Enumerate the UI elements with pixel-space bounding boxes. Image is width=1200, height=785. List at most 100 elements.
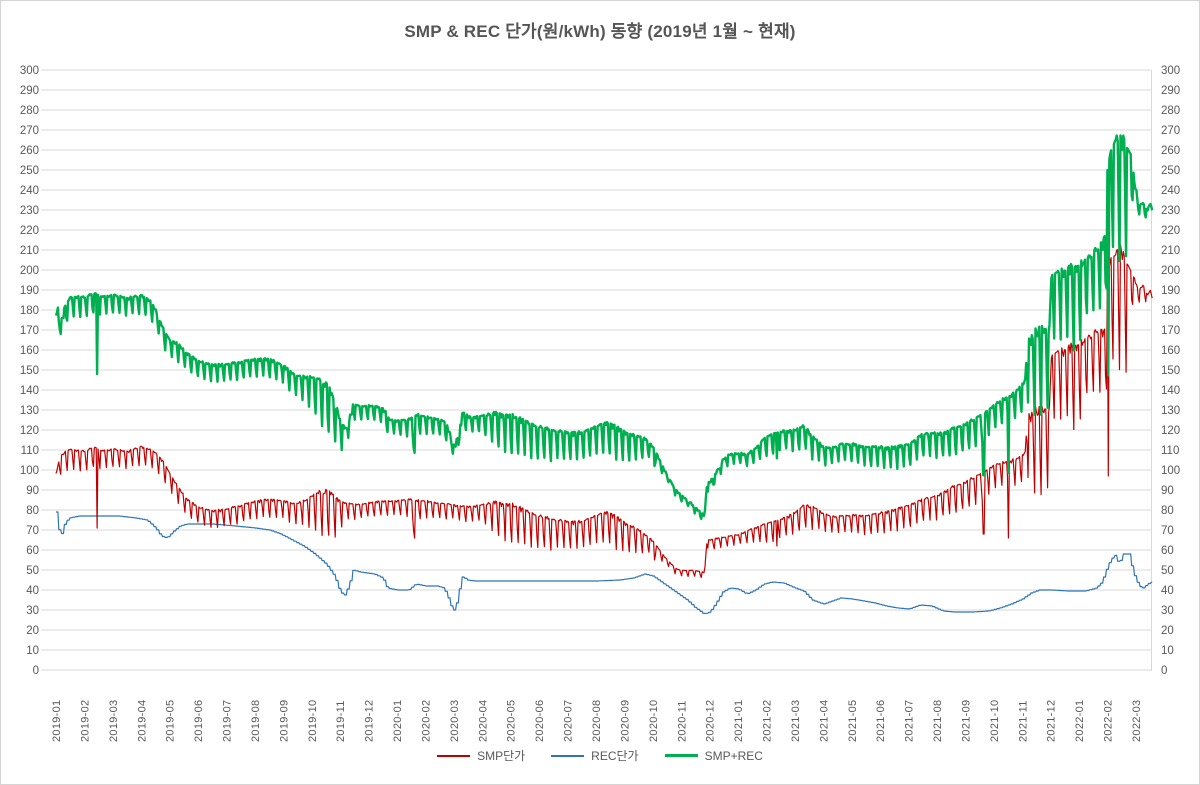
y-axis-tick-label-right: 100: [1161, 465, 1180, 477]
legend-label: SMP단가: [477, 749, 526, 763]
x-axis-tick-label: 2020-01: [392, 700, 404, 742]
y-axis-tick-label-left: 280: [20, 105, 39, 117]
y-axis-tick-label-right: 210: [1161, 245, 1180, 257]
legend-item: SMP+REC: [664, 748, 763, 763]
y-axis-tick-label-right: 300: [1161, 65, 1180, 77]
x-axis-tick-label: 2021-06: [875, 700, 887, 742]
y-axis-tick-label-right: 120: [1161, 425, 1180, 437]
y-axis-tick-label-left: 100: [20, 465, 39, 477]
x-axis-tick-label: 2019-06: [193, 700, 205, 742]
y-axis-tick-label-right: 250: [1161, 165, 1180, 177]
y-axis-tick-label-left: 140: [20, 385, 39, 397]
y-axis-tick-label-left: 20: [26, 625, 39, 637]
x-axis-tick-label: 2020-10: [648, 700, 660, 742]
x-axis-tick-label: 2021-11: [1017, 700, 1029, 742]
x-axis-tick-label: 2020-02: [420, 700, 432, 742]
series-line-smp-plus-rec: [54, 134, 1154, 521]
y-axis-tick-label-left: 130: [20, 405, 39, 417]
y-axis-tick-label-right: 230: [1161, 205, 1180, 217]
y-axis-tick-label-left: 240: [20, 185, 39, 197]
y-axis-tick-label-right: 80: [1161, 505, 1174, 517]
x-axis-tick-label: 2022-03: [1131, 700, 1143, 742]
y-axis-tick-label-right: 150: [1161, 365, 1180, 377]
y-axis-tick-label-right: 160: [1161, 345, 1180, 357]
x-axis-tick-label: 2019-08: [250, 700, 262, 742]
y-axis-tick-label-right: 190: [1161, 285, 1180, 297]
x-axis-tick-label: 2019-11: [335, 700, 347, 742]
y-axis-tick-label-left: 290: [20, 85, 39, 97]
y-axis-tick-label-left: 230: [20, 205, 39, 217]
x-axis-tick-label: 2019-04: [136, 700, 148, 742]
chart-title: SMP & REC 단가(원/kWh) 동향 (2019년 1월 ~ 현재): [404, 22, 796, 41]
y-axis-tick-label-right: 70: [1161, 525, 1174, 537]
x-axis-tick-label: 2022-01: [1074, 700, 1086, 742]
y-axis-tick-label-left: 80: [26, 505, 39, 517]
y-axis-tick-label-right: 220: [1161, 225, 1180, 237]
y-axis-tick-label-left: 10: [26, 645, 39, 657]
y-axis-tick-label-right: 0: [1161, 665, 1167, 677]
y-axis-tick-label-right: 170: [1161, 325, 1180, 337]
x-axis-tick-label: 2019-01: [51, 700, 63, 742]
y-axis-tick-label-left: 210: [20, 245, 39, 257]
x-axis-tick-label: 2019-07: [222, 700, 234, 742]
y-axis-tick-label-right: 30: [1161, 605, 1174, 617]
legend-item: SMP단가: [437, 747, 525, 764]
series-line-smp: [55, 244, 1153, 579]
y-axis-tick-label-right: 290: [1161, 85, 1180, 97]
y-axis-tick-label-left: 200: [20, 265, 39, 277]
series-line-rec: [56, 511, 1153, 614]
x-axis-tick-label: 2019-03: [108, 700, 120, 742]
legend-label: REC단가: [591, 749, 639, 763]
x-axis-tick-label: 2020-03: [449, 700, 461, 742]
x-axis-tick-label: 2021-12: [1046, 700, 1058, 742]
y-axis-tick-label-left: 30: [26, 605, 39, 617]
y-axis-tick-label-left: 220: [20, 225, 39, 237]
y-axis-tick-label-left: 110: [21, 445, 39, 457]
y-axis-tick-label-left: 60: [26, 545, 39, 557]
legend-item: REC단가: [551, 747, 639, 764]
x-axis-tick-label: 2021-09: [960, 700, 972, 742]
x-axis-tick-label: 2019-02: [79, 700, 91, 742]
legend-line-marker: [551, 754, 585, 757]
y-axis-tick-label-right: 270: [1161, 125, 1180, 137]
x-axis-tick-label: 2021-01: [733, 700, 745, 742]
x-axis-tick-label: 2021-02: [762, 700, 774, 742]
y-axis-tick-label-right: 50: [1161, 565, 1174, 577]
y-axis-tick-label-left: 40: [26, 585, 39, 597]
y-axis-tick-label-left: 170: [20, 325, 39, 337]
x-axis-tick-label: 2022-02: [1103, 700, 1115, 742]
x-axis-tick-label: 2019-12: [364, 700, 376, 742]
y-axis-tick-label-right: 240: [1161, 185, 1180, 197]
y-axis-tick-label-left: 0: [33, 665, 39, 677]
x-axis-tick-label: 2021-03: [790, 700, 802, 742]
y-axis-tick-label-right: 140: [1161, 385, 1180, 397]
y-axis-tick-label-right: 60: [1161, 545, 1174, 557]
y-axis-tick-label-left: 120: [20, 425, 39, 437]
y-axis-tick-label-right: 20: [1161, 625, 1174, 637]
x-axis-tick-label: 2021-07: [904, 700, 916, 742]
x-axis-tick-label: 2019-10: [307, 700, 319, 742]
x-axis-tick-label: 2020-06: [534, 700, 546, 742]
y-axis-tick-label-right: 130: [1161, 405, 1180, 417]
y-axis-tick-label-left: 300: [20, 65, 39, 77]
y-axis-tick-label-right: 90: [1161, 485, 1174, 497]
y-axis-tick-label-left: 160: [20, 345, 39, 357]
y-axis-tick-label-left: 180: [20, 305, 39, 317]
x-axis-tick-label: 2019-09: [278, 700, 290, 742]
legend-label: SMP+REC: [704, 748, 763, 763]
x-axis-tick-label: 2020-11: [676, 700, 688, 742]
y-axis-tick-label-left: 70: [26, 525, 39, 537]
y-axis-tick-label-right: 180: [1161, 305, 1180, 317]
legend-line-marker: [437, 754, 471, 757]
y-axis-tick-label-left: 150: [20, 365, 39, 377]
x-axis-tick-label: 2020-05: [506, 700, 518, 742]
x-axis-tick-label: 2021-08: [932, 700, 944, 742]
legend-line-marker: [664, 754, 698, 757]
y-axis-tick-label-left: 260: [20, 145, 39, 157]
x-axis-tick-label: 2021-10: [989, 700, 1001, 742]
y-axis-tick-label-left: 90: [26, 485, 39, 497]
x-axis-tick-label: 2020-04: [477, 700, 489, 742]
x-axis-tick-label: 2020-07: [563, 700, 575, 742]
